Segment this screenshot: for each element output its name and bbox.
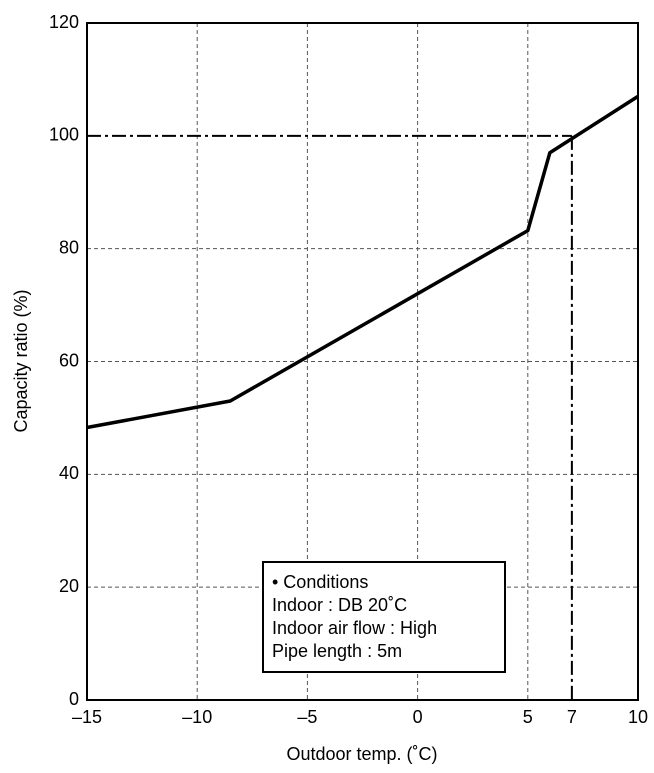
x-axis-label: Outdoor temp. (˚C) bbox=[286, 744, 437, 764]
plot-frame bbox=[86, 22, 639, 701]
annotation-text: Indoor air flow : High bbox=[272, 618, 437, 638]
x-tick-label: –5 bbox=[297, 707, 317, 727]
annotation-text: Indoor : DB 20˚C bbox=[272, 595, 407, 615]
data-line bbox=[86, 94, 639, 430]
x-tick-label: 0 bbox=[413, 707, 423, 727]
y-tick-label: 100 bbox=[49, 125, 79, 145]
annotation-text: • Conditions bbox=[272, 572, 368, 592]
y-tick-label: 40 bbox=[59, 463, 79, 483]
x-tick-label: 5 bbox=[523, 707, 533, 727]
x-tick-label: 7 bbox=[567, 707, 577, 727]
x-tick-label: 10 bbox=[628, 707, 648, 727]
x-tick-label: –15 bbox=[72, 707, 102, 727]
y-axis-label: Capacity ratio (%) bbox=[11, 289, 31, 432]
y-tick-label: 80 bbox=[59, 237, 79, 257]
annotation-box bbox=[262, 561, 506, 673]
x-tick-label: –10 bbox=[182, 707, 212, 727]
y-tick-label: 60 bbox=[59, 350, 79, 370]
y-tick-label: 120 bbox=[49, 12, 79, 32]
y-tick-label: 0 bbox=[69, 689, 79, 709]
annotation-text: Pipe length : 5m bbox=[272, 641, 402, 661]
y-tick-label: 20 bbox=[59, 576, 79, 596]
